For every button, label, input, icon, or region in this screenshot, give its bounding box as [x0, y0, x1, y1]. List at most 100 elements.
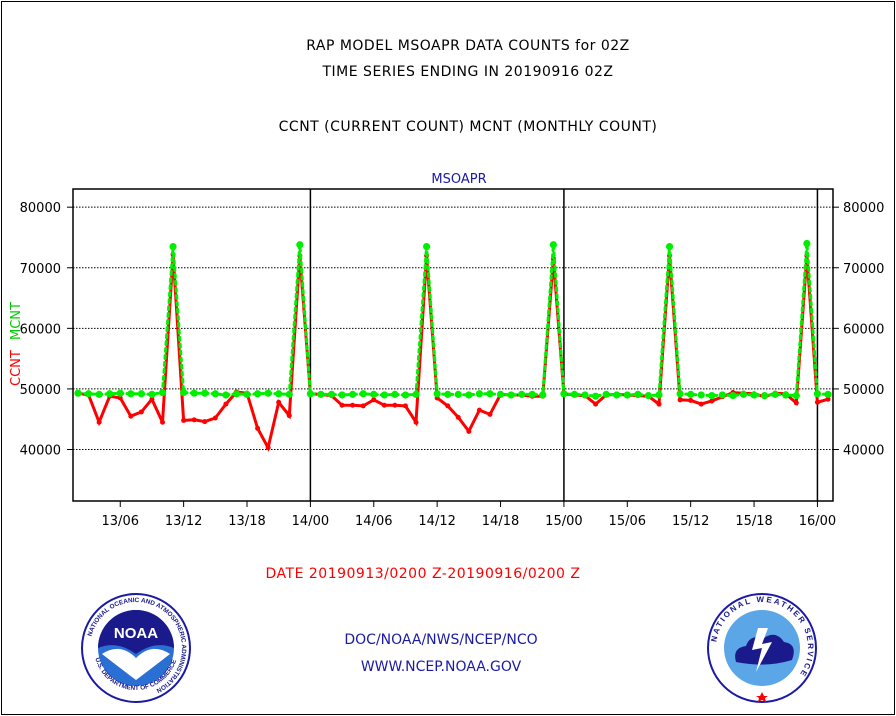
data-point-mcnt — [655, 391, 663, 399]
data-point-ccnt — [814, 399, 820, 405]
data-point-ccnt — [825, 396, 831, 402]
data-point-mcnt — [729, 391, 737, 400]
y-axis-label-ccnt: CCNT — [9, 350, 24, 386]
data-point-mcnt — [528, 390, 536, 398]
data-point-ccnt — [350, 402, 356, 408]
data-point-mcnt — [190, 389, 198, 397]
series-line-mcnt — [76, 243, 830, 398]
y-tick-label-right: 50000 — [843, 383, 884, 398]
data-point-ccnt — [593, 401, 599, 407]
nws-logo: NATIONAL WEATHER SERVICE — [707, 593, 817, 703]
data-point-mcnt — [317, 390, 325, 398]
data-point-mcnt — [592, 392, 600, 400]
data-point-ccnt — [656, 401, 662, 407]
data-point-ccnt — [445, 403, 451, 409]
y-tick-label-left: 50000 — [20, 383, 61, 398]
data-point-mcnt — [465, 391, 473, 399]
data-point-mcnt — [687, 390, 695, 398]
x-tick-label: 14/18 — [482, 514, 519, 529]
data-point-mcnt — [349, 390, 357, 398]
x-tick-label: 13/12 — [165, 514, 202, 529]
data-point-ccnt — [476, 407, 482, 413]
data-point-mcnt — [613, 391, 621, 399]
data-point-mcnt — [253, 390, 262, 398]
data-point-mcnt — [697, 391, 705, 399]
data-point-mcnt — [74, 389, 82, 397]
data-point-mcnt — [549, 241, 557, 249]
data-point-mcnt — [116, 389, 124, 397]
data-point-ccnt — [413, 419, 419, 425]
data-point-mcnt — [665, 242, 674, 251]
label-layer: 40000 40000 50000 50000 60000 60000 70000 70000… — [9, 172, 884, 529]
chart-title: MSOAPR — [431, 172, 486, 187]
x-tick-label: 15/06 — [609, 514, 646, 529]
data-point-mcnt — [275, 390, 283, 398]
data-point-mcnt — [264, 389, 272, 397]
data-point-ccnt — [709, 398, 715, 404]
data-point-mcnt — [243, 390, 251, 398]
data-point-mcnt — [771, 390, 779, 398]
x-tick-label: 13/06 — [102, 514, 139, 529]
data-point-mcnt — [285, 390, 293, 398]
x-tick-label: 16/00 — [799, 514, 836, 529]
y-tick-label-right: 70000 — [843, 262, 884, 277]
data-point-ccnt — [360, 403, 366, 409]
data-point-ccnt — [402, 403, 408, 409]
data-point-mcnt — [201, 389, 209, 397]
data-point-mcnt — [486, 390, 494, 398]
data-point-mcnt — [676, 390, 684, 398]
date-range-label: DATE 20190913/0200 Z-20190916/0200 Z — [265, 566, 581, 582]
data-point-mcnt — [433, 390, 441, 398]
data-point-ccnt — [381, 402, 387, 408]
data-point-mcnt — [327, 390, 336, 398]
data-point-ccnt — [265, 445, 271, 451]
noaa-logo: NOAA NATIONAL OCEANIC AND ATMOSPHERIC AD… — [81, 593, 191, 703]
x-tick-label: 15/00 — [545, 514, 582, 529]
data-point-ccnt — [255, 425, 261, 431]
data-point-mcnt — [570, 390, 579, 398]
y-tick-label-right: 80000 — [843, 201, 884, 216]
data-point-ccnt — [160, 419, 166, 425]
data-point-ccnt — [455, 414, 461, 420]
data-point-mcnt — [95, 390, 103, 398]
data-point-mcnt — [127, 390, 135, 398]
y-tick-label-left: 40000 — [20, 444, 61, 459]
grid-layer — [73, 189, 833, 501]
data-point-mcnt — [475, 390, 484, 398]
data-point-ccnt — [339, 402, 345, 408]
data-point-mcnt — [634, 390, 642, 398]
data-point-mcnt — [739, 390, 748, 398]
data-point-mcnt — [792, 391, 800, 400]
data-point-ccnt — [149, 396, 155, 402]
data-point-mcnt — [602, 390, 610, 398]
series-mcnt — [74, 239, 832, 400]
data-point-mcnt — [211, 390, 219, 398]
data-point-mcnt — [750, 391, 758, 399]
credit-website: WWW.NCEP.NOAA.GOV — [360, 659, 522, 675]
data-point-ccnt — [117, 395, 123, 401]
x-tick-label: 14/00 — [292, 514, 329, 529]
data-point-ccnt — [698, 401, 704, 407]
data-point-ccnt — [223, 401, 229, 407]
y-axis-label-mcnt: MCNT — [9, 302, 24, 340]
data-point-ccnt — [487, 411, 493, 417]
data-point-mcnt — [623, 391, 631, 399]
x-tick-label: 13/18 — [228, 514, 265, 529]
x-tick-label: 14/06 — [355, 514, 392, 529]
axis-layer — [67, 188, 839, 507]
page-title: RAP MODEL MSOAPR DATA COUNTS for 02Z — [306, 38, 630, 54]
x-tick-label: 14/12 — [418, 514, 455, 529]
data-point-mcnt — [560, 390, 568, 398]
series-description: CCNT (CURRENT COUNT) MCNT (MONTHLY COUNT… — [278, 119, 658, 135]
data-point-mcnt — [169, 242, 177, 251]
data-point-mcnt — [518, 390, 526, 398]
credit-organization: DOC/NOAA/NWS/NCEP/NCO — [344, 632, 538, 648]
data-point-ccnt — [191, 417, 197, 423]
x-tick-label: 15/12 — [672, 514, 709, 529]
data-point-ccnt — [677, 397, 683, 403]
data-point-ccnt — [212, 415, 218, 421]
data-point-mcnt — [454, 390, 462, 398]
